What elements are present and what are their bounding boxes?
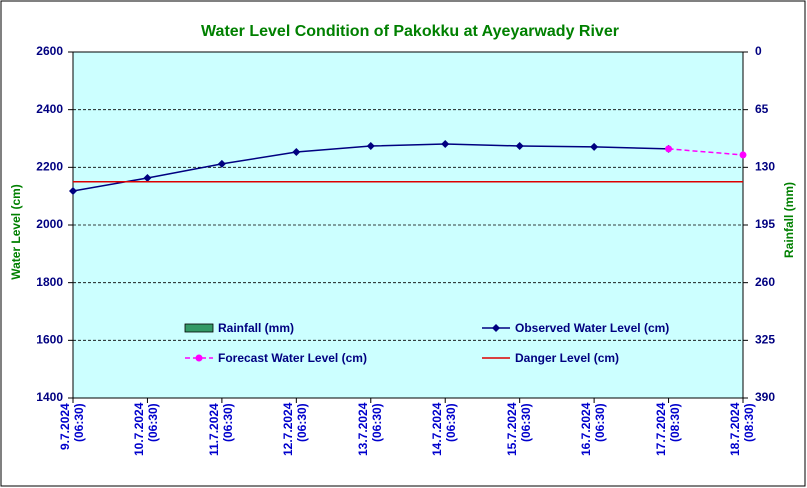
marker [143,174,152,183]
y2-tick-label: 195 [755,217,775,231]
legend-label: Rainfall (mm) [218,321,294,335]
legend-label: Danger Level (cm) [515,351,619,365]
marker [69,186,77,195]
marker [217,159,226,168]
x-tick-label: 14.7.2024 (06:30) [430,403,459,457]
x-tick-label: 15.7.2024 (06:30) [504,403,533,457]
y2-tick-label: 260 [755,275,775,289]
y2-tick-label: 130 [755,160,775,174]
marker [441,139,450,148]
marker [292,148,301,157]
legend-marker [195,354,203,362]
x-tick-label: 13.7.2024 (06:30) [355,403,384,457]
y2-tick-label: 325 [755,333,775,347]
legend-label: Forecast Water Level (cm) [218,351,367,365]
x-tick-label: 18.7.2024 (08:30) [728,403,756,457]
y-tick-label: 1800 [36,275,63,289]
y-tick-label: 2000 [36,217,63,231]
x-tick-label: 9.7.2024 (06:30) [58,403,86,450]
marker [366,141,375,150]
y2-axis-label: Rainfall (mm) [782,182,796,258]
legend-swatch [184,323,214,333]
x-tick-label: 12.7.2024 (06:30) [281,403,310,457]
marker [515,141,524,150]
marker [590,142,599,151]
y-tick-label: 2600 [36,44,63,58]
x-tick-label: 10.7.2024 (06:30) [132,403,161,457]
chart-title: Water Level Condition of Pakokku at Ayey… [201,23,619,40]
legend-label: Observed Water Level (cm) [515,321,669,335]
y-tick-label: 1600 [36,333,63,347]
x-tick-label: 17.7.2024 (08:30) [653,403,682,457]
x-tick-label: 16.7.2024 (06:30) [579,403,608,457]
y-tick-label: 1400 [36,390,63,404]
y-tick-label: 2200 [36,160,63,174]
legend-marker [492,324,500,332]
y-axis-label: Water Level (cm) [9,184,23,280]
x-tick-label: 11.7.2024 (06:30) [206,403,235,456]
series-line [668,148,744,156]
marker [665,145,673,153]
y-tick-label: 2400 [36,102,63,116]
marker [739,151,747,159]
y2-tick-label: 390 [755,390,775,404]
y2-tick-label: 65 [755,102,769,116]
y2-tick-label: 0 [755,44,762,58]
